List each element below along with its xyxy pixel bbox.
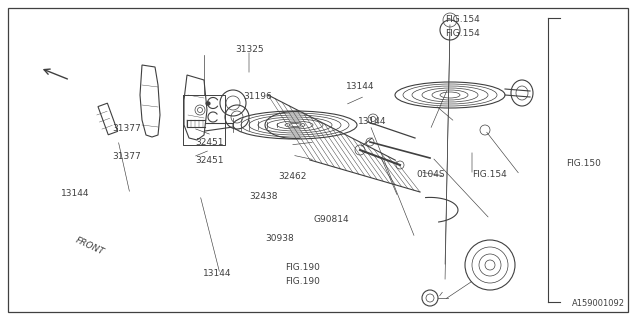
Text: G90814: G90814: [314, 215, 349, 224]
Text: FIG.190: FIG.190: [285, 263, 319, 272]
Text: 13144: 13144: [61, 189, 90, 198]
Text: 32451: 32451: [195, 138, 224, 147]
Text: A159001092: A159001092: [572, 299, 625, 308]
Text: 30938: 30938: [266, 234, 294, 243]
Text: 31377: 31377: [112, 152, 141, 161]
Text: FIG.154: FIG.154: [445, 15, 479, 24]
Text: FIG.150: FIG.150: [566, 159, 601, 168]
Text: 13144: 13144: [358, 117, 387, 126]
Text: FIG.154: FIG.154: [472, 170, 507, 179]
Text: FIG.154: FIG.154: [445, 29, 479, 38]
Text: FIG.190: FIG.190: [285, 277, 319, 286]
Text: 0104S: 0104S: [416, 170, 445, 179]
Text: 31325: 31325: [236, 45, 264, 54]
Text: 13144: 13144: [346, 82, 374, 91]
Text: 31196: 31196: [243, 92, 272, 100]
Text: 31377: 31377: [112, 124, 141, 132]
Text: 32451: 32451: [195, 156, 224, 164]
Text: 32462: 32462: [278, 172, 307, 180]
Text: 13144: 13144: [204, 269, 232, 278]
Text: FRONT: FRONT: [74, 236, 105, 257]
Text: 32438: 32438: [250, 192, 278, 201]
